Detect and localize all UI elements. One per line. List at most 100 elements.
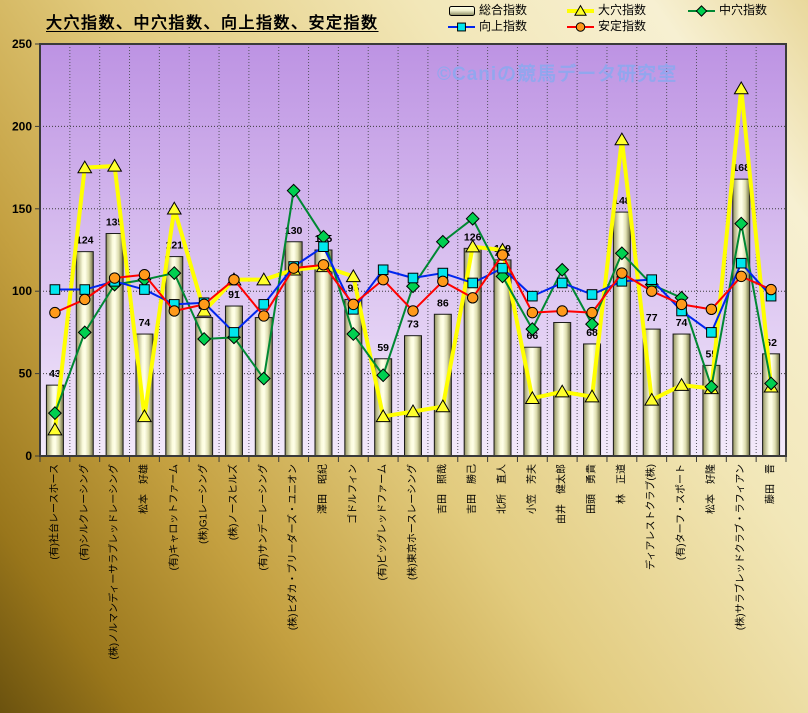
series-marker-koujou — [228, 327, 240, 338]
series-marker-chuuana — [376, 368, 391, 383]
y-tick-label: 0 — [25, 449, 32, 463]
series-marker-koujou — [318, 241, 329, 253]
series-marker-ooana — [196, 303, 212, 317]
series-marker-antei — [496, 249, 509, 261]
series-marker-koujou — [497, 262, 508, 274]
watermark-text: ©Caniの競馬データ研究室 — [437, 62, 677, 85]
series-marker-antei — [526, 306, 539, 319]
series-marker-antei — [228, 273, 240, 286]
x-tick-label: 由井 健太郎 — [555, 464, 568, 524]
y-tick-label: 100 — [12, 284, 32, 298]
series-marker-antei — [466, 292, 479, 304]
series-marker-chuuana — [734, 216, 749, 231]
series-marker-ooana — [554, 384, 570, 398]
series-marker-chuuana — [47, 406, 62, 421]
series-marker-chuuana — [77, 325, 92, 340]
x-tick-label: 吉田 照哉 — [436, 464, 448, 514]
series-marker-chuuana — [704, 379, 719, 394]
legend-marker-antei — [575, 21, 586, 32]
series-marker-ooana — [345, 268, 361, 283]
bar-value-label: 55 — [706, 348, 718, 360]
series-marker-ooana — [106, 158, 123, 172]
legend-item-ooana: 大穴指数 — [567, 3, 646, 18]
series-marker-koujou — [377, 264, 389, 276]
series-marker-ooana — [136, 408, 153, 423]
bar-value-label: 74 — [676, 317, 688, 329]
legend-label: 中穴指数 — [719, 3, 768, 17]
bar — [344, 298, 363, 457]
x-tick-label: (有)サンデーレーシング — [256, 464, 269, 570]
series-antei — [49, 249, 777, 322]
legend-swatch-chuuana — [688, 4, 715, 17]
x-tick-label: (株)ヒダカ・ブリーダーズ・ユニオン — [286, 464, 299, 630]
legend-swatch-ooana — [567, 4, 594, 16]
bar-value-label: 148 — [613, 195, 631, 207]
x-tick-label: (有)社台レースホース — [47, 464, 60, 560]
series-marker-chuuana — [585, 317, 600, 332]
x-tick-label: 藤田 晋 — [765, 464, 777, 504]
series-marker-ooana — [614, 132, 630, 146]
series-marker-koujou — [467, 277, 478, 289]
x-tick-label: 吉田 勝己 — [465, 464, 478, 514]
series-marker-koujou — [258, 299, 270, 310]
series-marker-antei — [347, 298, 360, 311]
series-marker-ooana — [405, 404, 421, 418]
bar — [105, 233, 124, 457]
series-marker-antei — [437, 275, 449, 288]
legend-label: 向上指数 — [479, 19, 528, 33]
series-marker-chuuana — [256, 371, 271, 386]
x-tick-label: (有)シルクレーシング — [77, 464, 90, 560]
series-marker-antei — [675, 298, 688, 311]
series-marker-koujou — [527, 290, 538, 302]
plot-frame — [39, 43, 787, 457]
x-tick-label: (有)キャロットファーム — [167, 464, 180, 570]
x-tick-label: ゴドルフィン — [346, 464, 359, 524]
series-marker-chuuana — [764, 376, 779, 391]
bar-value-label: 66 — [527, 330, 539, 342]
bar-value-label: 126 — [464, 231, 482, 243]
series-marker-chuuana — [286, 183, 301, 198]
bar-value-label: 59 — [377, 342, 389, 354]
series-marker-koujou — [646, 274, 658, 285]
series-marker-antei — [735, 270, 747, 283]
x-tick-label: 松本 好雄 — [137, 464, 150, 514]
legend-item-antei: 安定指数 — [567, 19, 646, 34]
x-tick-label: 田頭 勇貴 — [585, 464, 598, 514]
x-tick-label: (株)G1レーシング — [197, 464, 210, 544]
series-marker-antei — [258, 310, 270, 322]
bar-value-label: 73 — [407, 319, 419, 331]
series-marker-ooana — [47, 422, 63, 436]
x-tick-label: 澤田 昭紀 — [316, 464, 329, 514]
bar-value-label: 95 — [347, 282, 359, 294]
series-marker-ooana — [166, 201, 182, 215]
series-marker-chuuana — [465, 211, 480, 226]
series-marker-antei — [198, 298, 210, 311]
series-marker-antei — [108, 272, 121, 284]
legend-label: 安定指数 — [598, 19, 647, 33]
legend-item-koujou: 向上指数 — [448, 19, 527, 34]
bar-value-label: 130 — [285, 225, 303, 237]
series-marker-koujou — [586, 289, 598, 300]
x-tick-label: (株)ノースヒルズ — [226, 464, 239, 540]
chart-title: 大穴指数、中穴指数、向上指数、安定指数 — [46, 15, 379, 32]
bar — [404, 335, 422, 457]
series-marker-antei — [377, 273, 389, 286]
series-marker-koujou — [407, 272, 419, 284]
x-tick-label: 小笠 芳夫 — [525, 464, 538, 514]
series-marker-chuuana — [197, 331, 212, 346]
series-marker-antei — [287, 262, 300, 274]
x-tick-label: (株)ノルマンディーサラブレッドレーシング — [107, 464, 120, 660]
series-marker-ooana — [256, 272, 272, 286]
bar — [314, 249, 333, 457]
series-marker-antei — [556, 305, 568, 317]
series-marker-antei — [765, 283, 777, 296]
series-marker-antei — [79, 293, 91, 306]
series-marker-ooana — [584, 389, 600, 403]
series-marker-antei — [616, 267, 628, 279]
series-marker-koujou — [556, 277, 568, 289]
series-marker-ooana — [644, 392, 660, 406]
series-marker-antei — [646, 285, 658, 297]
x-tick-label: 林 正道 — [614, 464, 627, 504]
series-marker-chuuana — [405, 279, 421, 294]
